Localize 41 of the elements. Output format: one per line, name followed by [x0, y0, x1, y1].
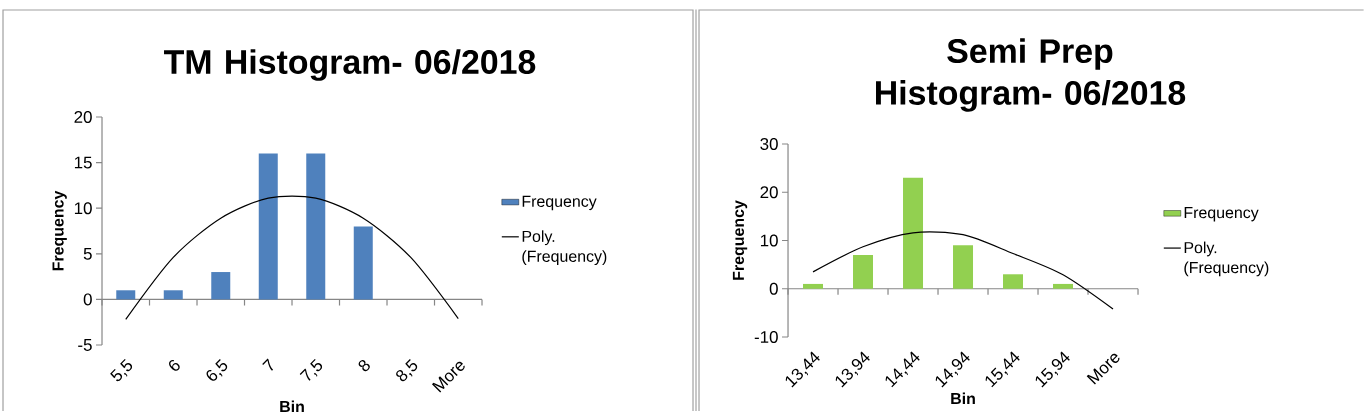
bar	[903, 177, 924, 289]
bar	[116, 290, 136, 300]
x-tick-label: 6	[169, 359, 180, 371]
legend-label: Poly. (Frequency)	[1184, 241, 1269, 277]
y-tick-label: 10	[760, 234, 778, 247]
bar	[163, 290, 183, 300]
bar	[803, 283, 824, 289]
y-tick-label: 20	[760, 186, 778, 199]
y-axis-title: Frequency	[52, 190, 67, 271]
x-axis-title: Bin	[280, 400, 304, 412]
bar	[1003, 274, 1024, 289]
bar	[258, 153, 278, 300]
y-tick-label: 20	[74, 110, 92, 123]
bar	[853, 254, 874, 289]
y-tick-label: 10	[74, 202, 92, 215]
y-tick-label: 5	[83, 247, 92, 260]
line-series	[812, 231, 1114, 310]
y-tick-label: -5	[78, 338, 92, 351]
x-tick-label: 6,5	[206, 358, 228, 381]
y-axis-title: Frequency	[732, 200, 748, 280]
chart-title: TM Histogram- 06/2018	[164, 48, 536, 81]
x-tick-label: 8	[358, 359, 370, 372]
x-tick-label: 7,5	[299, 358, 323, 381]
y-tick-label: 0	[83, 293, 92, 306]
bar	[306, 153, 326, 300]
bar	[953, 245, 974, 289]
chart-title: Semi Prep Histogram- 06/2018	[876, 38, 1186, 112]
y-tick-label: 0	[769, 282, 778, 295]
y-tick-label: 30	[760, 137, 778, 150]
legend-label: Frequency	[1184, 206, 1259, 222]
y-tick-label: 15	[74, 156, 92, 169]
x-tick-label: 8,5	[396, 358, 418, 382]
x-tick-label: 5,5	[110, 358, 133, 381]
bar	[1053, 283, 1074, 289]
legend-label: Frequency	[522, 195, 597, 210]
bar	[211, 271, 231, 300]
legend-label: Poly. (Frequency)	[522, 230, 607, 265]
y-tick-label: -10	[754, 330, 778, 343]
x-axis-title: Bin	[951, 392, 975, 404]
bar	[353, 226, 373, 300]
x-tick-label: 7	[262, 358, 274, 371]
